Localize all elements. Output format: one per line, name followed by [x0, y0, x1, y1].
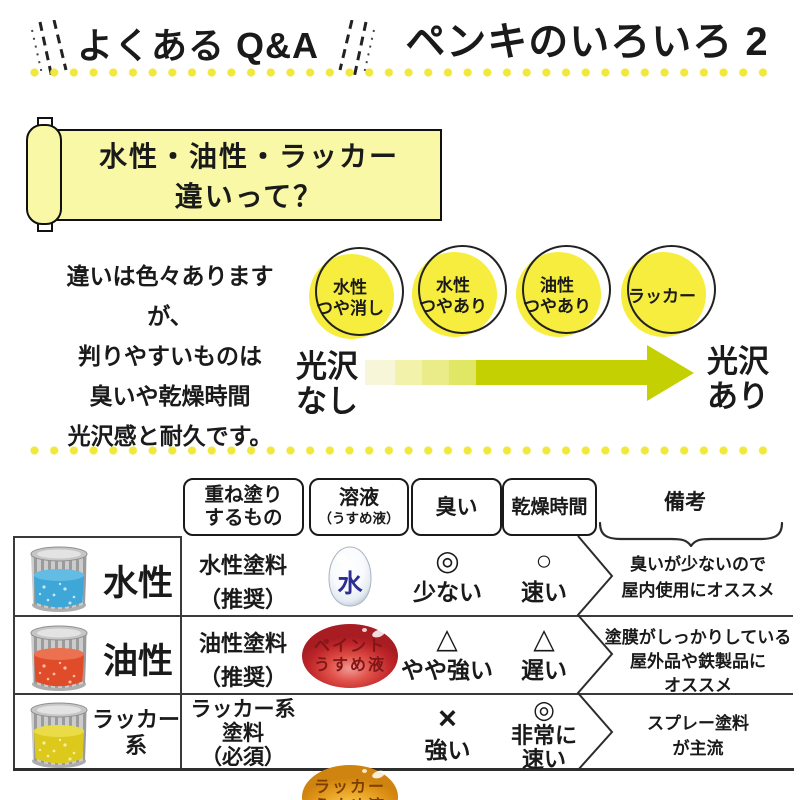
question-banner: 水性・油性・ラッカー 違いって？	[56, 129, 442, 221]
overcoat-cell-water: 水性塗料 （推奨）	[198, 553, 287, 612]
smell-label: 強い	[424, 737, 471, 763]
gloss-circle-water-gloss: 水性 つやあり	[412, 245, 507, 337]
gloss-full-label: 光沢 あり	[707, 344, 769, 414]
water-drop-label: 水	[337, 570, 363, 598]
intro-text: 違いは色々ありますが、 判りやすいものは 臭いや乾燥時間 光沢感と耐久です。	[48, 256, 292, 456]
row-name-oil: 油性	[102, 642, 173, 681]
column-header-drytime: 乾燥時間	[502, 478, 597, 536]
table-row-divider	[13, 615, 793, 617]
column-header-solvent: 溶液 （うすめ液）	[309, 478, 409, 536]
notes-zigzag-separator	[576, 536, 614, 771]
drytime-label: 遅い	[521, 657, 567, 683]
gloss-circle-oil-gloss: 油性 つやあり	[516, 245, 611, 337]
circle-ring	[627, 245, 716, 334]
smell-symbol: ×	[438, 700, 457, 736]
overcoat-cell-oil: 油性塗料 （推奨）	[198, 631, 287, 690]
scroll-roll	[26, 124, 62, 225]
smell-symbol: ◎	[435, 545, 460, 576]
drytime-label: 速い	[521, 579, 567, 605]
overcoat-cell-lacquer: ラッカー系 塗料 （必須）	[190, 698, 296, 769]
drytime-symbol: △	[533, 623, 555, 654]
table-left-border	[13, 536, 15, 771]
column-header-notes: 備考	[664, 491, 706, 514]
paint-thinner-blob-icon: ペイント うすめ液	[302, 624, 398, 688]
circle-label: 油性 つやあり	[523, 276, 591, 316]
water-drop-icon: 水	[323, 545, 377, 609]
gloss-arrow-head	[647, 345, 694, 401]
table-top-border	[13, 536, 182, 538]
notes-underbrace-icon	[598, 521, 784, 547]
column-header-overcoat: 重ね塗り するもの	[183, 478, 304, 536]
notes-cell-oil: 塗膜がしっかりしている 屋外品や鉄製品に オススメ	[604, 628, 792, 695]
table-column-divider	[180, 536, 182, 771]
paint-can-oil-icon	[27, 621, 91, 698]
smell-symbol: △	[436, 623, 458, 654]
smell-label: 少ない	[413, 579, 482, 605]
gloss-none-label: 光沢 なし	[296, 349, 358, 419]
drytime-symbol: ◎	[533, 696, 555, 724]
intro-line: 光沢感と耐久です。	[67, 423, 273, 449]
circle-ring	[315, 247, 404, 336]
row-name-water: 水性	[102, 564, 173, 603]
circle-label: 水性 つやあり	[419, 276, 487, 316]
question-line1: 水性・油性・ラッカー	[98, 141, 399, 172]
drytime-symbol: ○	[535, 545, 553, 576]
column-header-smell: 臭い	[411, 478, 502, 536]
drytime-cell-oil: △ 遅い	[500, 622, 588, 685]
row-name-lacquer: ラッカー 系	[92, 707, 181, 758]
intro-line: 臭いや乾燥時間	[89, 383, 251, 409]
circle-ring	[522, 245, 611, 334]
smell-cell-lacquer: × 強い	[400, 702, 495, 766]
paint-can-water-icon	[27, 542, 91, 619]
gloss-arrow-body	[365, 360, 648, 385]
table-row-divider	[13, 693, 793, 695]
smell-label: やや強い	[401, 657, 493, 683]
drytime-label: 非常に	[510, 723, 577, 748]
gloss-circle-lacquer: ラッカー	[621, 245, 716, 337]
page-title: ペンキのいろいろ 2	[405, 20, 769, 64]
drytime-cell-lacquer: ◎ 非常に 速い	[498, 697, 590, 772]
dotted-divider-top	[30, 68, 772, 77]
table-bottom-border	[13, 768, 794, 771]
dotted-divider-middle	[30, 446, 772, 455]
notes-cell-lacquer: スプレー塗料 が主流	[647, 714, 749, 758]
header-badge: よくある Q&A	[76, 25, 319, 66]
intro-line: 違いは色々ありますが、	[66, 263, 274, 329]
question-line2: 違いって？	[174, 181, 324, 212]
paint-can-lacquer-icon	[27, 698, 91, 775]
smell-cell-water: ◎ 少ない	[400, 544, 495, 607]
notes-cell-water: 臭いが少ないので 屋内使用にオススメ	[621, 555, 775, 600]
circle-label: ラッカー	[628, 286, 696, 306]
intro-line: 判りやすいものは	[78, 343, 262, 369]
drytime-label: 速い	[521, 747, 566, 772]
drytime-cell-water: ○ 速い	[498, 544, 590, 607]
gloss-circle-water-matte: 水性 つや消し	[309, 247, 404, 339]
smell-cell-oil: △ やや強い	[396, 622, 498, 685]
circle-label: 水性 つや消し	[316, 278, 384, 318]
circle-ring	[418, 245, 507, 334]
